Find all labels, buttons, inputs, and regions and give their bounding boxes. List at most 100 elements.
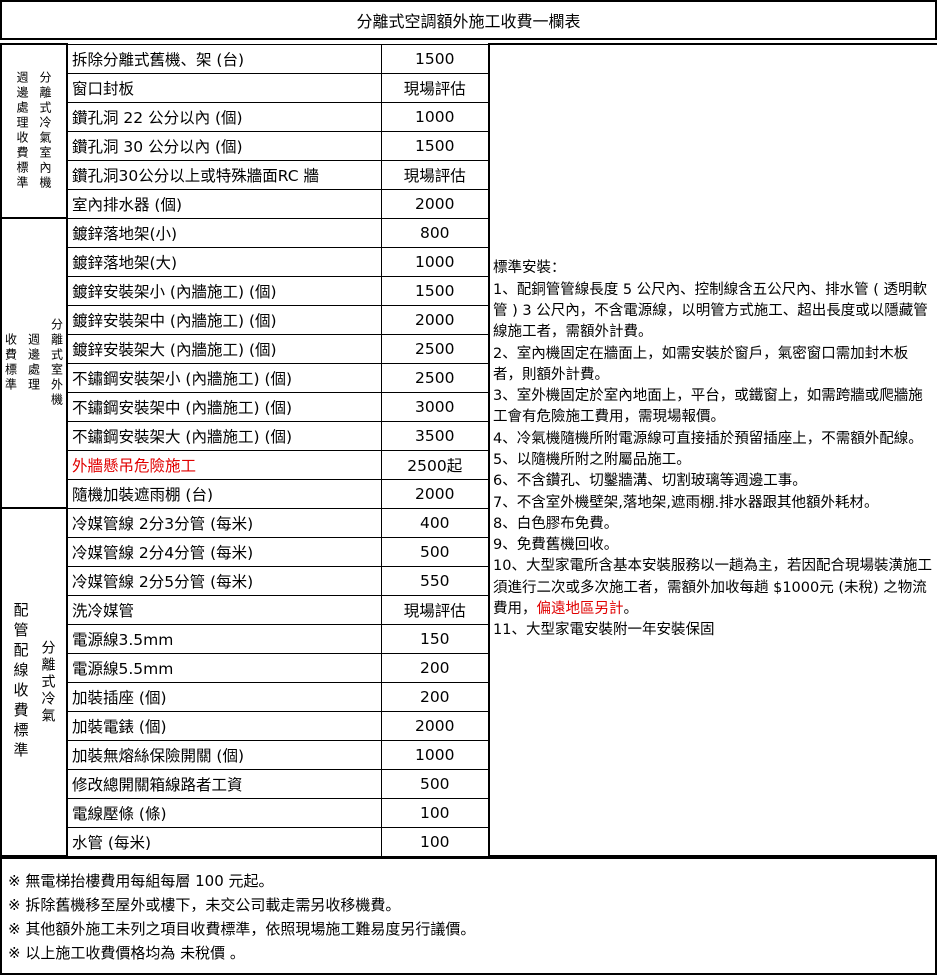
item-name: 電源線5.5mm [66, 652, 382, 683]
item-name: 室內排水器 (個) [66, 188, 382, 219]
table-row: 室內排水器 (個) 2000 [1, 188, 937, 219]
group-label: 分離式冷氣 配管配線收費標準 [0, 507, 68, 857]
item-name: 拆除分離式舊機、架 (台) [66, 43, 382, 74]
table-row: 不鏽鋼安裝架大 (內牆施工) (個) 3500 [1, 420, 937, 451]
note-text: 10、大型家電所含基本安裝服務以一趟為主，若因配合現場裝潢施工須進行二次或多次施… [493, 558, 932, 618]
note-item: 4、冷氣機隨機所附電源線可直接插於預留插座上，不需額外配線。 [493, 430, 923, 447]
item-price: 2500起 [380, 449, 490, 480]
note-item: 3、室外機固定於室內地面上，平台，或鐵窗上，如需跨牆或爬牆施工會有危險施工費用，… [493, 388, 923, 426]
item-price: 200 [380, 652, 490, 683]
item-price: 550 [380, 565, 490, 596]
item-name: 鍍鋅安裝架大 (內牆施工) (個) [66, 333, 382, 364]
item-price: 2000 [380, 188, 490, 219]
footer-note: ※ 其他額外施工未列之項目收費標準，依照現場施工難易度另行議價。 [8, 920, 476, 938]
item-price: 150 [380, 623, 490, 654]
item-name: 不鏽鋼安裝架小 (內牆施工) (個) [66, 362, 382, 393]
item-price: 1000 [380, 739, 490, 770]
item-name: 外牆懸吊危險施工 [66, 449, 382, 480]
table-row: 鑽孔洞 30 公分以內 (個) 1500 [1, 130, 937, 161]
group-label-text: 配管配線收費標準 [11, 602, 30, 762]
group-label-text: 週邊處理 [26, 333, 41, 393]
note-item: 5、以隨機所附之附屬品施工。 [493, 452, 691, 468]
group-label-text: 分離式冷氣 [39, 639, 56, 725]
table-row: 鍍鋅安裝架小 (內牆施工) (個) 1500 [1, 275, 937, 306]
item-price: 2500 [380, 362, 490, 393]
note-item: 6、不含鑽孔、切鑿牆溝、切割玻璃等週邊工事。 [493, 473, 807, 490]
item-name: 鍍鋅落地架(大) [66, 246, 382, 277]
table-row: 分離式冷氣 配管配線收費標準 冷媒管線 2分3分管 (每米) 400 [0, 507, 937, 857]
item-price: 1000 [380, 246, 490, 277]
footer-note: ※ 拆除舊機移至屋外或樓下，未交公司載走需另收移機費。 [8, 896, 401, 914]
item-name: 鑽孔洞 22 公分以內 (個) [66, 101, 382, 132]
item-price: 3000 [380, 391, 490, 422]
table-row: 加裝電錶 (個) 2000 [1, 710, 937, 741]
page-title: 分離式空調額外施工收費一欄表 [0, 0, 937, 40]
item-price: 現場評估 [380, 159, 490, 190]
table-row: 修改總開關箱線路者工資 500 [1, 768, 937, 799]
item-price: 500 [380, 536, 490, 567]
table-row: 窗口封板 現場評估 [1, 72, 937, 103]
group-label: 分離式冷氣室內機 週邊處理收費標準 [0, 43, 68, 219]
item-name: 電源線3.5mm [66, 623, 382, 654]
remote-area-note: 偏遠地區另計 [536, 601, 624, 618]
note-item: 7、不含室外機壁架,落地架,遮雨棚.排水器跟其他額外耗材。 [493, 494, 879, 511]
item-name: 鑽孔洞30公分以上或特殊牆面RC 牆 [66, 159, 382, 190]
item-price: 800 [380, 217, 490, 248]
item-price: 2000 [380, 304, 490, 335]
footer-note: ※ 以上施工收費價格均為 未稅價 。 [8, 944, 245, 962]
note-item: 11、大型家電安裝附一年安裝保固 [493, 622, 715, 639]
item-name: 冷媒管線 2分5分管 (每米) [66, 565, 382, 596]
item-price: 2500 [380, 333, 490, 364]
table-row: 電源線5.5mm 200 [1, 652, 937, 683]
item-name: 隨機加裝遮雨棚 (台) [66, 478, 382, 509]
item-name: 加裝電錶 (個) [66, 710, 382, 741]
item-name: 不鏽鋼安裝架中 (內牆施工) (個) [66, 391, 382, 422]
item-name: 水管 (每米) [66, 826, 382, 857]
group-label-text: 週邊處理收費標準 [15, 71, 29, 191]
item-price: 現場評估 [380, 72, 490, 103]
table-row: 水管 (每米) 100 [1, 826, 937, 857]
item-name: 加裝插座 (個) [66, 681, 382, 712]
item-name: 窗口封板 [66, 72, 382, 103]
item-price: 2000 [380, 710, 490, 741]
table-row: 洗冷媒管 現場評估 [1, 594, 937, 625]
item-name: 冷媒管線 2分4分管 (每米) [66, 536, 382, 567]
table-row: 鍍鋅落地架(大) 1000 [1, 246, 937, 277]
table-row: 電源線3.5mm 150 [1, 623, 937, 654]
item-price: 200 [380, 681, 490, 712]
notes-heading: 標準安裝： [493, 260, 566, 277]
table-row: 不鏽鋼安裝架小 (內牆施工) (個) 2500 [1, 362, 937, 393]
item-name: 洗冷媒管 [66, 594, 382, 625]
note-item: 10、大型家電所含基本安裝服務以一趟為主，若因配合現場裝潢施工須進行二次或多次施… [493, 556, 934, 620]
group-label-text: 分離式冷氣室內機 [38, 71, 52, 191]
item-price: 100 [380, 826, 490, 857]
item-name: 加裝無熔絲保險開關 (個) [66, 739, 382, 770]
item-price: 1500 [380, 43, 490, 74]
item-name: 修改總開關箱線路者工資 [66, 768, 382, 799]
group-label-text: 分離式室外機 [49, 318, 64, 408]
item-name: 冷媒管線 2分3分管 (每米) [66, 507, 382, 538]
item-price: 2000 [380, 478, 490, 509]
footer-note: ※ 無電梯抬樓費用每組每層 100 元起。 [8, 872, 274, 890]
note-item: 2、室內機固定在牆面上，如需安裝於窗戶，氣密窗口需加封木板者，則額外計費。 [493, 345, 909, 383]
note-text: 。 [623, 601, 639, 618]
table-row: 鑽孔洞 22 公分以內 (個) 1000 [1, 101, 937, 132]
table-row: 隨機加裝遮雨棚 (台) 2000 [1, 478, 937, 509]
note-item: 9、免費舊機回收。 [493, 537, 619, 554]
item-name: 鍍鋅落地架(小) [66, 217, 382, 248]
item-price: 現場評估 [380, 594, 490, 625]
table-row: 外牆懸吊危險施工 2500起 [1, 449, 937, 480]
table-row: 鑽孔洞30公分以上或特殊牆面RC 牆現場評估 [1, 159, 937, 190]
table-row: 分離式室外機 週邊處理 收費標準 鍍鋅落地架(小) 800 [0, 217, 937, 509]
item-price: 100 [380, 797, 490, 828]
item-name: 鑽孔洞 30 公分以內 (個) [66, 130, 382, 161]
item-price: 400 [380, 507, 490, 538]
item-name: 不鏽鋼安裝架大 (內牆施工) (個) [66, 420, 382, 451]
item-price: 3500 [380, 420, 490, 451]
item-price: 1000 [380, 101, 490, 132]
note-item: 1、配銅管管線長度 5 公尺內、控制線含五公尺內、排水管 ( 透明軟管 ) 3 … [493, 281, 928, 341]
item-price: 500 [380, 768, 490, 799]
item-name: 鍍鋅安裝架小 (內牆施工) (個) [66, 275, 382, 306]
footer-notes: ※ 無電梯抬樓費用每組每層 100 元起。 ※ 拆除舊機移至屋外或樓下，未交公司… [0, 857, 937, 975]
table-row: 分離式冷氣室內機 週邊處理收費標準 拆除分離式舊機、架 (台) 1500 標準安裝： 1、… [0, 43, 937, 857]
